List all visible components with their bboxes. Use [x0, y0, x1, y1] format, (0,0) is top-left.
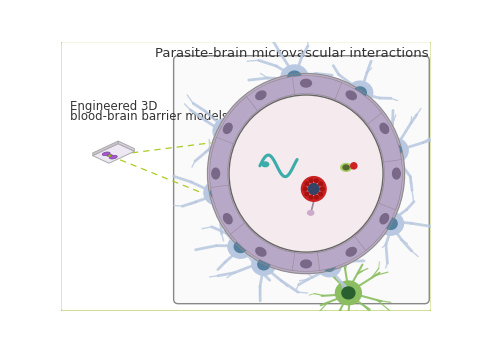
- Ellipse shape: [393, 168, 400, 179]
- Polygon shape: [270, 76, 342, 99]
- Text: Parasite-brain microvascular interactions: Parasite-brain microvascular interaction…: [156, 47, 429, 60]
- Polygon shape: [355, 185, 401, 251]
- Ellipse shape: [384, 218, 397, 229]
- Ellipse shape: [342, 287, 355, 299]
- Ellipse shape: [288, 71, 301, 83]
- Polygon shape: [230, 77, 295, 124]
- Circle shape: [319, 182, 323, 186]
- Ellipse shape: [347, 81, 372, 104]
- Ellipse shape: [378, 212, 404, 235]
- Ellipse shape: [323, 261, 335, 271]
- Ellipse shape: [207, 73, 405, 274]
- Circle shape: [320, 187, 324, 191]
- Ellipse shape: [224, 214, 232, 224]
- Polygon shape: [355, 97, 401, 162]
- Polygon shape: [211, 185, 257, 251]
- Polygon shape: [317, 77, 382, 124]
- Ellipse shape: [308, 210, 314, 215]
- Ellipse shape: [281, 65, 308, 90]
- Circle shape: [309, 195, 313, 199]
- Ellipse shape: [380, 214, 389, 224]
- Circle shape: [305, 182, 309, 186]
- Circle shape: [351, 163, 357, 169]
- Ellipse shape: [300, 260, 312, 268]
- Circle shape: [306, 181, 322, 196]
- Polygon shape: [118, 141, 134, 151]
- Ellipse shape: [388, 144, 401, 157]
- Polygon shape: [270, 248, 342, 272]
- Ellipse shape: [204, 180, 231, 205]
- Ellipse shape: [224, 123, 232, 133]
- Ellipse shape: [258, 259, 270, 270]
- Ellipse shape: [354, 87, 366, 98]
- Polygon shape: [211, 97, 257, 162]
- Circle shape: [308, 184, 319, 194]
- Polygon shape: [108, 155, 111, 156]
- Ellipse shape: [234, 241, 247, 252]
- Polygon shape: [317, 223, 382, 270]
- Ellipse shape: [228, 235, 253, 258]
- Polygon shape: [379, 137, 402, 210]
- Circle shape: [319, 192, 323, 196]
- Polygon shape: [109, 155, 117, 159]
- Circle shape: [314, 179, 318, 183]
- Ellipse shape: [346, 247, 356, 256]
- Polygon shape: [93, 141, 118, 156]
- Circle shape: [305, 192, 309, 196]
- Circle shape: [314, 195, 318, 199]
- Ellipse shape: [212, 168, 219, 179]
- Ellipse shape: [252, 254, 276, 275]
- Text: Engineered 3D: Engineered 3D: [71, 100, 158, 113]
- Ellipse shape: [262, 162, 269, 166]
- FancyBboxPatch shape: [174, 56, 429, 304]
- Ellipse shape: [256, 247, 266, 256]
- Ellipse shape: [256, 91, 266, 99]
- Ellipse shape: [380, 123, 389, 133]
- Ellipse shape: [220, 125, 235, 138]
- Polygon shape: [230, 223, 295, 270]
- Ellipse shape: [213, 118, 242, 144]
- Ellipse shape: [229, 95, 383, 252]
- Text: blood-brain barrier models: blood-brain barrier models: [71, 110, 228, 123]
- Ellipse shape: [317, 255, 341, 277]
- Polygon shape: [210, 137, 233, 210]
- Polygon shape: [93, 144, 134, 163]
- Ellipse shape: [336, 281, 361, 305]
- Ellipse shape: [343, 165, 349, 170]
- Polygon shape: [107, 154, 113, 157]
- Ellipse shape: [211, 187, 224, 199]
- Ellipse shape: [300, 79, 312, 87]
- Circle shape: [309, 179, 313, 183]
- Ellipse shape: [341, 164, 351, 171]
- Circle shape: [303, 187, 307, 191]
- Ellipse shape: [346, 91, 356, 99]
- Polygon shape: [102, 152, 110, 156]
- Circle shape: [301, 177, 326, 201]
- Ellipse shape: [381, 138, 408, 163]
